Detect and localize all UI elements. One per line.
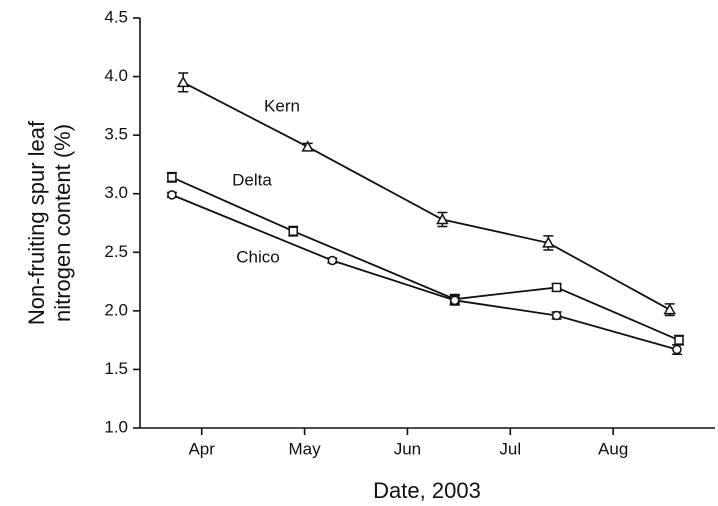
x-tick-label: Jun bbox=[394, 439, 421, 458]
marker bbox=[301, 140, 314, 152]
y-axis-title: nitrogen content (%) bbox=[50, 124, 75, 322]
y-axis-title: Non-fruiting spur leaf bbox=[24, 120, 49, 325]
x-tick-label: Jul bbox=[499, 439, 521, 458]
marker bbox=[167, 172, 177, 183]
series-label: Chico bbox=[236, 247, 279, 266]
marker bbox=[542, 236, 555, 248]
marker bbox=[327, 255, 338, 266]
series-label: Kern bbox=[264, 96, 300, 115]
marker bbox=[450, 295, 460, 306]
line bbox=[182, 81, 671, 311]
marker bbox=[176, 75, 190, 88]
y-tick-label: 1.0 bbox=[104, 417, 128, 436]
y-tick-label: 3.5 bbox=[104, 125, 128, 144]
marker bbox=[551, 282, 562, 293]
marker bbox=[436, 212, 449, 225]
marker bbox=[551, 310, 562, 321]
y-tick-label: 2.5 bbox=[104, 242, 128, 261]
y-tick-label: 3.0 bbox=[104, 183, 128, 202]
y-tick-label: 1.5 bbox=[104, 359, 128, 378]
x-tick-label: Aug bbox=[598, 439, 628, 458]
marker bbox=[663, 303, 677, 315]
marker bbox=[167, 190, 177, 200]
marker bbox=[672, 344, 682, 355]
x-tick-label: Apr bbox=[188, 439, 215, 458]
y-tick-label: 2.0 bbox=[104, 300, 128, 319]
y-tick-label: 4.0 bbox=[104, 66, 128, 85]
marker bbox=[674, 335, 684, 345]
marker bbox=[288, 226, 299, 236]
series-label: Delta bbox=[232, 170, 272, 189]
x-axis-title: Date, 2003 bbox=[373, 478, 481, 503]
y-tick-label: 4.5 bbox=[104, 7, 128, 26]
x-tick-label: May bbox=[289, 439, 322, 458]
